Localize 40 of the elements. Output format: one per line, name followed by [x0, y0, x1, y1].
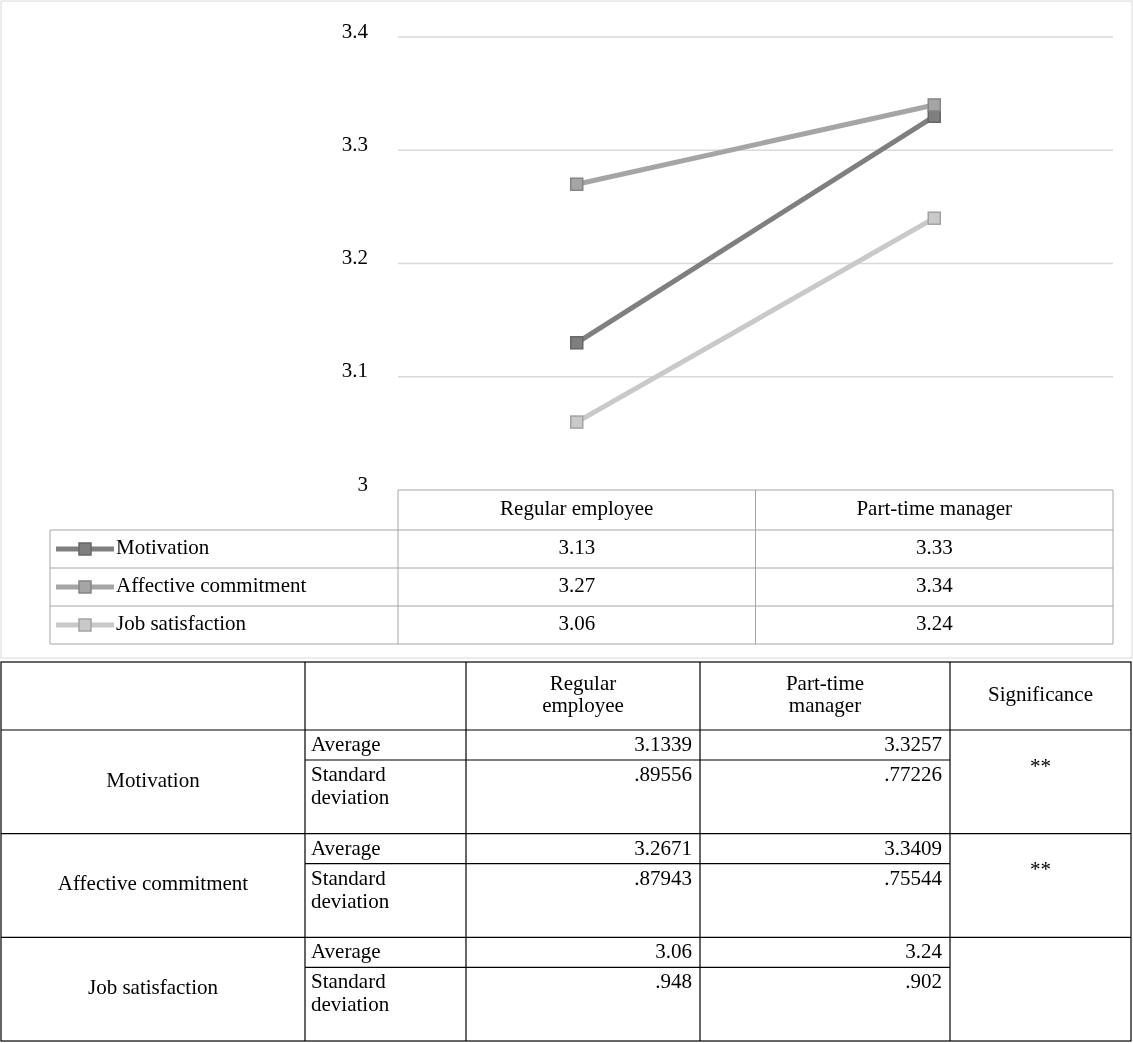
data-label: 3.13	[558, 534, 596, 559]
category-label: Regular employee	[542, 670, 624, 717]
y-tick-label: 3.4	[341, 18, 369, 43]
data-label: 3.24	[915, 610, 954, 635]
data-label: 3.34	[915, 572, 954, 597]
category-label: Average	[311, 732, 381, 756]
text: 3.3257	[884, 732, 942, 756]
y-tick-label: 3	[357, 471, 368, 496]
y-tick-label: 3.3	[341, 131, 368, 156]
category-label: Standard deviation	[311, 969, 390, 1017]
legend-label: Job satisfaction	[116, 610, 247, 635]
y-tick-label: 3.1	[341, 358, 368, 383]
legend-label: Motivation	[116, 534, 210, 559]
category-label: Standard deviation	[311, 865, 390, 913]
text: .77226	[884, 762, 942, 786]
data-label: 3.33	[915, 534, 953, 559]
legend-label: Affective commitment	[116, 572, 307, 597]
category-label: Affective commitment	[57, 871, 249, 896]
y-tick-label: 3.2	[341, 245, 368, 270]
category-label: Average	[311, 835, 381, 860]
data-label: 3.06	[558, 610, 596, 635]
text: **	[1030, 753, 1051, 778]
text: 3.06	[655, 939, 692, 964]
text: .87943	[634, 865, 692, 890]
text: .902	[905, 969, 942, 994]
category-label: Significance	[988, 681, 1093, 706]
category-label: Standard deviation	[311, 762, 390, 809]
text: 3.3409	[884, 835, 942, 860]
category-label: Motivation	[106, 767, 200, 792]
data-label: 3.27	[558, 572, 596, 597]
text: **	[1030, 857, 1051, 882]
text: 3.1339	[634, 732, 692, 756]
text: .75544	[884, 865, 942, 890]
category-label: Part-time manager	[785, 670, 865, 717]
category-label: Job satisfaction	[87, 974, 219, 999]
text: .89556	[634, 762, 692, 786]
text: 3.24	[905, 939, 942, 964]
text: 3.2671	[634, 835, 692, 860]
text: .948	[655, 969, 692, 994]
category-label: Average	[311, 939, 381, 964]
